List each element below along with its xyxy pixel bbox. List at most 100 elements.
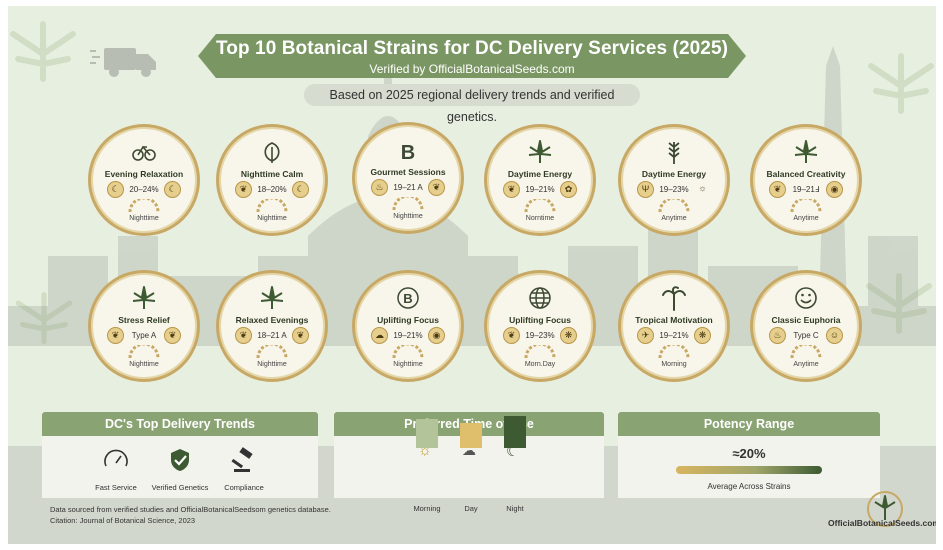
cloud-icon: ☁ (371, 327, 388, 344)
strain-potency: 19–21% (659, 331, 689, 340)
smiley-icon (795, 287, 817, 309)
strain-badge: B Gourmet Sessions ♨ 19–21 A ❦ Nighttime (352, 122, 464, 234)
strain-badge: Uplifting Focus ❦ 19–23% ❋ Morn.Day (484, 270, 596, 382)
strain-name: Classic Euphoria (771, 315, 841, 325)
bicycle-icon (132, 145, 156, 161)
potency-value: ≈20% (732, 446, 766, 461)
gauge-icon (392, 197, 424, 211)
trends-panel: DC's Top Delivery Trends Fast Service Ve… (42, 412, 318, 498)
smiley-icon: ☺ (826, 327, 843, 344)
moon-icon: ☾ (292, 181, 309, 198)
strain-time: Morning (661, 361, 687, 368)
leaf-icon: ❦ (235, 327, 252, 344)
leaf-icon (264, 142, 280, 163)
strain-potency: 19–23% (525, 331, 555, 340)
strain-time: Anytime (793, 361, 819, 368)
strain-potency: Type C (793, 331, 819, 340)
flame-icon: ♨ (769, 327, 786, 344)
citation-line: Citation: Journal of Botanical Science, … (50, 516, 196, 525)
brand-logo-icon (867, 491, 903, 527)
strain-potency: 19–21 A (393, 183, 423, 192)
strain-potency: 18–21 A (257, 331, 287, 340)
strain-name: Stress Relief (118, 315, 170, 325)
eye-icon: ◉ (428, 327, 445, 344)
gauge-icon (790, 345, 822, 359)
strain-potency: Type A (131, 331, 157, 340)
time-of-use-panel: Preferred Time of Use ☼ ☁ ☾ Morning Day … (334, 412, 604, 513)
strain-badge: Nighttime Calm ❦ 18–20% ☾ Nighttime (216, 124, 328, 236)
strain-name: Evening Relaxation (104, 169, 184, 179)
potency-panel-title: Potency Range (618, 412, 880, 436)
gauge-icon (256, 345, 288, 359)
cannabis-leaf-icon (132, 286, 156, 309)
bar-night (504, 416, 526, 448)
bar-label: Day (464, 504, 478, 513)
page-title: Top 10 Botanical Strains for DC Delivery… (215, 38, 729, 59)
strain-time: Nighttime (257, 215, 287, 222)
strain-badge: Daytime Energy ❦ 19–21% ✿ Norntime (484, 124, 596, 236)
gavel-icon (231, 447, 253, 472)
strain-time: Anytime (661, 215, 687, 222)
source-note: Data sourced from verified studies and O… (50, 504, 331, 526)
decorative-leaf-icon (866, 273, 932, 334)
strain-potency: 19–23% (659, 185, 689, 194)
strain-time: Nighttime (129, 361, 159, 368)
eye-icon: ◉ (826, 181, 843, 198)
delivery-truck-icon (90, 48, 156, 77)
gauge-icon (524, 345, 556, 359)
gauge-icon (658, 345, 690, 359)
svg-text:B: B (403, 291, 412, 306)
bar-morning (416, 419, 438, 448)
svg-text:B: B (401, 142, 415, 163)
strain-potency: 19–21Ⅎ (792, 185, 820, 194)
moon-icon: ☾ (164, 181, 181, 198)
title-banner: Top 10 Botanical Strains for DC Delivery… (198, 34, 746, 78)
fork-icon: Ψ (637, 181, 654, 198)
trend-label: Compliance (224, 483, 264, 492)
strain-badge: Daytime Energy Ψ 19–23% ☼ Anytime (618, 124, 730, 236)
globe-icon (529, 287, 551, 309)
flame-icon: ♨ (371, 179, 388, 196)
b-leaf-icon: B (397, 287, 419, 309)
speedometer-icon (104, 449, 128, 467)
palm-tree-icon (662, 286, 686, 311)
strain-potency: 19–21% (525, 185, 555, 194)
strain-badge: Classic Euphoria ♨ Type C ☺ Anytime (750, 270, 862, 382)
flower-icon: ✿ (560, 181, 577, 198)
page-subtitle: Verified by OfficialBotanicalSeeds.com (369, 62, 575, 76)
leaf-icon: ❦ (164, 327, 181, 344)
pattern-icon: ❋ (560, 327, 577, 344)
wheat-icon (668, 142, 680, 164)
trend-item: Verified Genetics (142, 446, 218, 492)
bar-day (460, 423, 482, 448)
infographic-canvas: Top 10 Botanical Strains for DC Delivery… (8, 6, 936, 544)
strain-time: Nighttime (393, 213, 423, 220)
leaf-icon: ❦ (107, 327, 124, 344)
bar-label: Night (506, 504, 524, 513)
trend-item: Compliance (206, 446, 282, 492)
pattern-icon: ❋ (694, 327, 711, 344)
shield-check-icon (171, 449, 189, 471)
leaf-icon: ❦ (235, 181, 252, 198)
bar-label: Morning (413, 504, 441, 513)
cannabis-leaf-icon (794, 140, 818, 163)
potency-bar-fill (676, 466, 822, 474)
strain-time: Nighttime (393, 361, 423, 368)
moon-icon: ☾ (107, 181, 124, 198)
leaf-icon: ❦ (428, 179, 445, 196)
strain-name: Balanced Creativity (766, 169, 846, 179)
gauge-icon (790, 199, 822, 213)
strain-name: Daytime Energy (507, 169, 573, 179)
brand-name: OfficialBotanicalSeeds.com (828, 518, 936, 528)
strain-time: Anytime (793, 215, 819, 222)
leaf-icon: ❦ (292, 327, 309, 344)
strain-name: Gourmet Sessions (370, 167, 446, 177)
strain-potency: 19–21% (393, 331, 423, 340)
plane-icon: ✈ (637, 327, 654, 344)
strain-badge: Stress Relief ❦ Type A ❦ Nighttime (88, 270, 200, 382)
gauge-icon (128, 345, 160, 359)
strain-name: Uplifting Focus (509, 315, 571, 325)
source-line: Data sourced from verified studies and O… (50, 505, 331, 514)
leaf-icon: ❦ (503, 181, 520, 198)
decorative-leaf-icon (868, 53, 934, 114)
